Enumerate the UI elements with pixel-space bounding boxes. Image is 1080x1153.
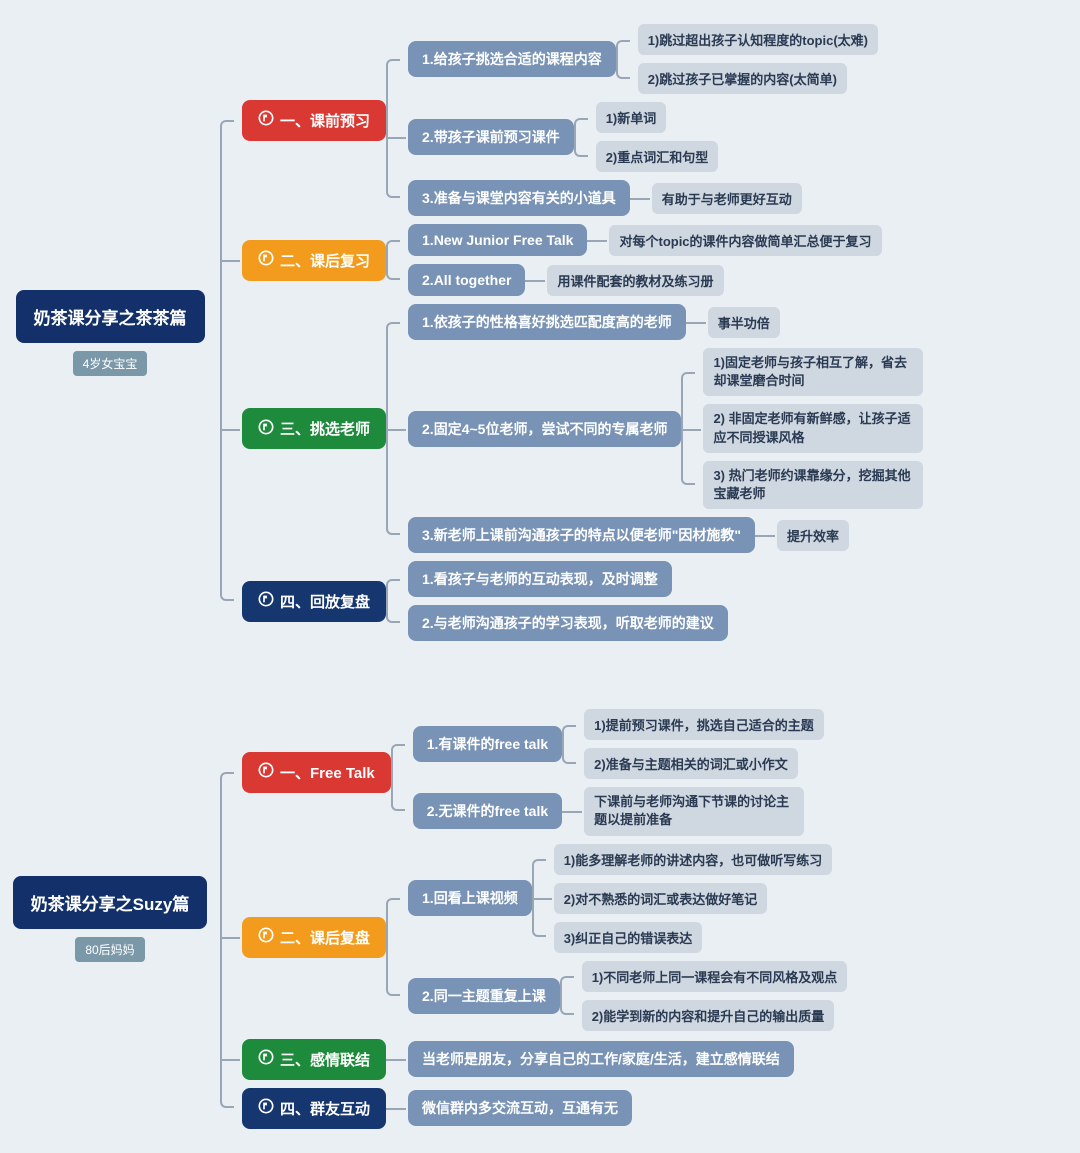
- branch-label: 三、挑选老师: [280, 418, 370, 439]
- branch-node: 四、回放复盘: [242, 581, 386, 622]
- sub-node: 2.All together: [408, 264, 525, 296]
- root-subtitle: 80后妈妈: [75, 937, 144, 962]
- sub-node: 2.无课件的free talk: [413, 793, 562, 829]
- sub-node: 微信群内多交流互动，互通有无: [408, 1090, 632, 1126]
- tree-root-block: 奶茶课分享之茶茶篇 4岁女宝宝 一、课前预习 1.给孩子挑选合适的课程内容 1)跳过超出…: [10, 20, 1070, 645]
- leaf-node: 对每个topic的课件内容做简单汇总便于复习: [609, 225, 881, 256]
- leaf-node: 用课件配套的教材及练习册: [547, 265, 723, 296]
- branch-node: 一、Free Talk: [242, 752, 391, 793]
- leaf-node: 有助于与老师更好互动: [652, 183, 802, 214]
- flag-icon: [258, 250, 274, 270]
- sub-node: 当老师是朋友，分享自己的工作/家庭/生活，建立感情联结: [408, 1041, 794, 1077]
- leaf-node: 3)纠正自己的错误表达: [554, 922, 703, 953]
- branch-label: 二、课后复习: [280, 250, 370, 271]
- leaf-node: 1)不同老师上同一课程会有不同风格及观点: [582, 961, 848, 992]
- flag-icon: [258, 1098, 274, 1118]
- leaf-node: 2) 非固定老师有新鲜感，让孩子适应不同授课风格: [703, 404, 923, 452]
- branch-node: 四、群友互动: [242, 1088, 386, 1129]
- leaf-node: 2)对不熟悉的词汇或表达做好笔记: [554, 883, 768, 914]
- root-node: 奶茶课分享之Suzy篇: [13, 876, 208, 929]
- branch-label: 一、课前预习: [280, 110, 370, 131]
- leaf-node: 2)重点词汇和句型: [596, 141, 719, 172]
- flag-icon: [258, 927, 274, 947]
- sub-node: 2.与老师沟通孩子的学习表现，听取老师的建议: [408, 605, 728, 641]
- sub-node: 1.New Junior Free Talk: [408, 224, 587, 256]
- leaf-node: 1)固定老师与孩子相互了解，省去却课堂磨合时间: [703, 348, 923, 396]
- sub-node: 1.回看上课视频: [408, 880, 532, 916]
- mindmap-container: 奶茶课分享之茶茶篇 4岁女宝宝 一、课前预习 1.给孩子挑选合适的课程内容 1)跳过超出…: [10, 20, 1070, 1133]
- sub-node: 3.准备与课堂内容有关的小道具: [408, 180, 630, 216]
- flag-icon: [258, 762, 274, 782]
- leaf-node: 1)新单词: [596, 102, 667, 133]
- branch-node: 三、挑选老师: [242, 408, 386, 449]
- leaf-node: 2)能学到新的内容和提升自己的输出质量: [582, 1000, 835, 1031]
- leaf-node: 2)跳过孩子已掌握的内容(太简单): [638, 63, 847, 94]
- leaf-node: 1)提前预习课件，挑选自己适合的主题: [584, 709, 824, 740]
- leaf-node: 1)能多理解老师的讲述内容，也可做听写练习: [554, 844, 833, 875]
- branch-node: 二、课后复习: [242, 240, 386, 281]
- sub-node: 2.同一主题重复上课: [408, 978, 560, 1014]
- sub-node: 1.给孩子挑选合适的课程内容: [408, 41, 616, 77]
- root-subtitle: 4岁女宝宝: [73, 351, 148, 376]
- branch-node: 三、感情联结: [242, 1039, 386, 1080]
- branch-label: 二、课后复盘: [280, 927, 370, 948]
- leaf-node: 2)准备与主题相关的词汇或小作文: [584, 748, 798, 779]
- branch-label: 一、Free Talk: [280, 762, 375, 783]
- leaf-node: 3) 热门老师约课靠缘分，挖掘其他宝藏老师: [703, 461, 923, 509]
- branch-node: 一、课前预习: [242, 100, 386, 141]
- branch-node: 二、课后复盘: [242, 917, 386, 958]
- branch-label: 四、回放复盘: [280, 591, 370, 612]
- flag-icon: [258, 1049, 274, 1069]
- tree-root-block: 奶茶课分享之Suzy篇 80后妈妈 一、Free Talk 1.有课件的free ta…: [10, 705, 1070, 1132]
- leaf-node: 事半功倍: [708, 307, 780, 338]
- leaf-node: 下课前与老师沟通下节课的讨论主题以提前准备: [584, 787, 804, 835]
- sub-node: 2.带孩子课前预习课件: [408, 119, 574, 155]
- sub-node: 1.有课件的free talk: [413, 726, 562, 762]
- leaf-node: 提升效率: [777, 520, 849, 551]
- root-node: 奶茶课分享之茶茶篇: [16, 290, 205, 343]
- branch-label: 四、群友互动: [280, 1098, 370, 1119]
- sub-node: 1.依孩子的性格喜好挑选匹配度高的老师: [408, 304, 686, 340]
- sub-node: 1.看孩子与老师的互动表现，及时调整: [408, 561, 672, 597]
- flag-icon: [258, 419, 274, 439]
- sub-node: 3.新老师上课前沟通孩子的特点以便老师"因材施教": [408, 517, 755, 553]
- leaf-node: 1)跳过超出孩子认知程度的topic(太难): [638, 24, 878, 55]
- flag-icon: [258, 110, 274, 130]
- flag-icon: [258, 591, 274, 611]
- branch-label: 三、感情联结: [280, 1049, 370, 1070]
- sub-node: 2.固定4~5位老师，尝试不同的专属老师: [408, 411, 681, 447]
